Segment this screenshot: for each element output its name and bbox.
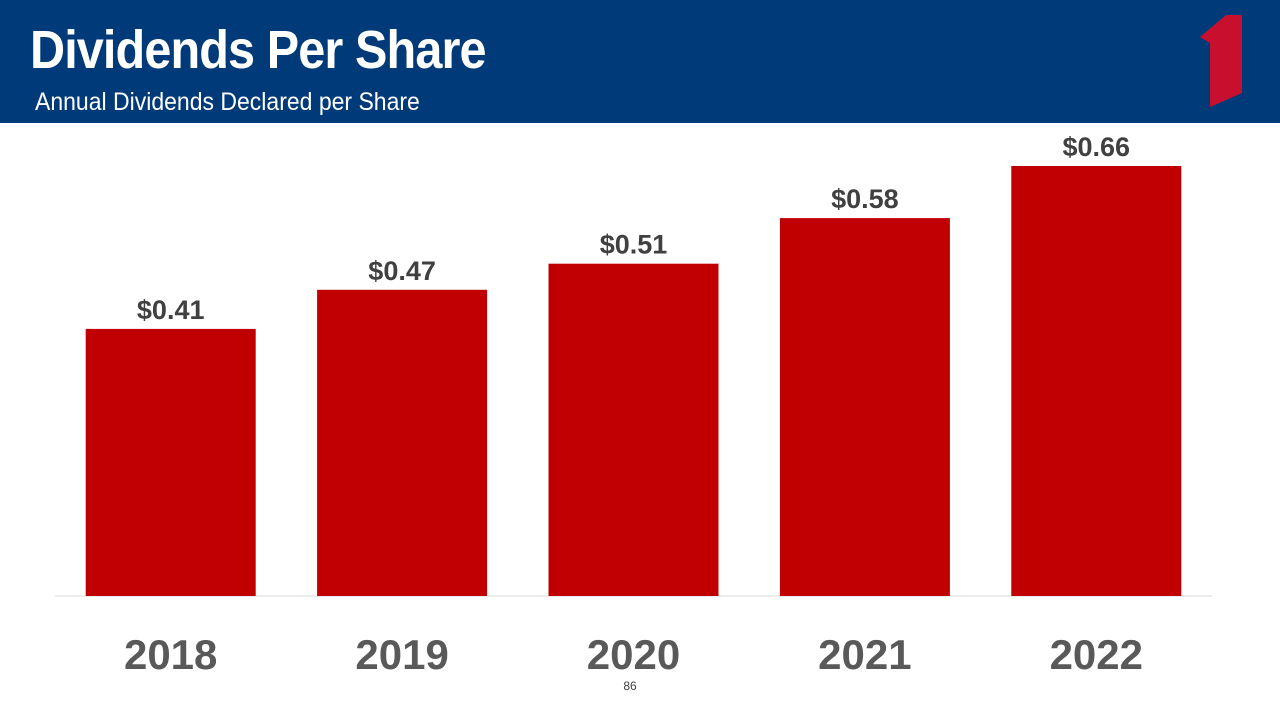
page-subtitle: Annual Dividends Declared per Share [35,88,420,116]
header-banner: Dividends Per Share Annual Dividends Dec… [0,0,1280,123]
category-label-2021: 2021 [818,631,911,678]
bar-2019 [317,289,488,596]
numeral-one-logo-icon [1200,15,1242,107]
data-labels-group: $0.41 $0.47 $0.51 $0.58 $0.66 [137,132,1130,325]
data-label-2021: $0.58 [831,184,899,214]
page-title: Dividends Per Share [30,20,486,80]
data-label-2020: $0.51 [600,230,668,260]
category-label-2019: 2019 [355,631,448,678]
category-label-2020: 2020 [587,631,680,678]
bar-2020 [548,263,719,596]
bar-2018 [85,328,256,596]
bar-2022 [1011,166,1182,596]
data-label-2018: $0.41 [137,295,205,325]
category-label-2022: 2022 [1050,631,1143,678]
bars-group [85,166,1182,596]
bar-2021 [779,218,950,596]
data-label-2022: $0.66 [1063,132,1131,162]
page-number: 86 [623,679,637,693]
category-label-2018: 2018 [124,631,217,678]
data-label-2019: $0.47 [368,256,436,286]
category-labels-group: 2018 2019 2020 2021 2022 [124,631,1143,678]
